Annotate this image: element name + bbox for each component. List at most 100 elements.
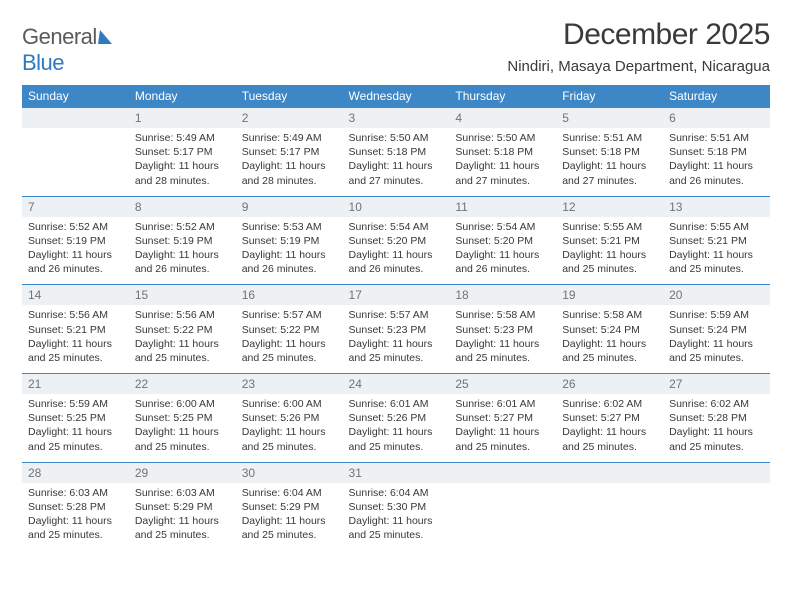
sunset-line: Sunset: 5:29 PM (242, 500, 337, 514)
day-cell: Sunrise: 5:59 AMSunset: 5:24 PMDaylight:… (663, 305, 770, 373)
day-cell: Sunrise: 5:58 AMSunset: 5:23 PMDaylight:… (449, 305, 556, 373)
day-content: Sunrise: 5:51 AMSunset: 5:18 PMDaylight:… (560, 128, 659, 188)
sunrise-line: Sunrise: 6:02 AM (669, 397, 764, 411)
sunset-line: Sunset: 5:22 PM (242, 323, 337, 337)
day-cell: Sunrise: 6:04 AMSunset: 5:29 PMDaylight:… (236, 483, 343, 551)
sunrise-line: Sunrise: 5:52 AM (28, 220, 123, 234)
sunset-line: Sunset: 5:19 PM (242, 234, 337, 248)
daynum-cell (22, 108, 129, 129)
sunset-line: Sunset: 5:27 PM (455, 411, 550, 425)
sunset-line: Sunset: 5:21 PM (562, 234, 657, 248)
day-content: Sunrise: 5:58 AMSunset: 5:24 PMDaylight:… (560, 305, 659, 365)
day-content: Sunrise: 5:49 AMSunset: 5:17 PMDaylight:… (133, 128, 232, 188)
dow-cell: Sunday (22, 85, 129, 108)
day-content: Sunrise: 6:01 AMSunset: 5:27 PMDaylight:… (453, 394, 552, 454)
daynum-cell (449, 462, 556, 483)
daylight-line: Daylight: 11 hours and 25 minutes. (135, 425, 230, 453)
daylight-line: Daylight: 11 hours and 27 minutes. (562, 159, 657, 187)
daylight-line: Daylight: 11 hours and 27 minutes. (349, 159, 444, 187)
sunset-line: Sunset: 5:25 PM (28, 411, 123, 425)
sunrise-line: Sunrise: 6:04 AM (242, 486, 337, 500)
daylight-line: Daylight: 11 hours and 25 minutes. (135, 337, 230, 365)
day-cell: Sunrise: 5:58 AMSunset: 5:24 PMDaylight:… (556, 305, 663, 373)
sunrise-line: Sunrise: 5:57 AM (242, 308, 337, 322)
dow-cell: Friday (556, 85, 663, 108)
sunrise-line: Sunrise: 5:53 AM (242, 220, 337, 234)
sunrise-line: Sunrise: 6:03 AM (28, 486, 123, 500)
daylight-line: Daylight: 11 hours and 26 minutes. (349, 248, 444, 276)
day-content: Sunrise: 5:57 AMSunset: 5:22 PMDaylight:… (240, 305, 339, 365)
daynum-cell: 22 (129, 374, 236, 395)
daynum-cell: 5 (556, 108, 663, 129)
day-cell: Sunrise: 6:01 AMSunset: 5:27 PMDaylight:… (449, 394, 556, 462)
day-content: Sunrise: 6:03 AMSunset: 5:29 PMDaylight:… (133, 483, 232, 543)
sunrise-line: Sunrise: 5:49 AM (242, 131, 337, 145)
day-content: Sunrise: 5:52 AMSunset: 5:19 PMDaylight:… (133, 217, 232, 277)
day-cell: Sunrise: 5:49 AMSunset: 5:17 PMDaylight:… (129, 128, 236, 196)
sunset-line: Sunset: 5:21 PM (669, 234, 764, 248)
daynum-cell: 30 (236, 462, 343, 483)
location-text: Nindiri, Masaya Department, Nicaragua (507, 58, 770, 75)
day-cell: Sunrise: 5:49 AMSunset: 5:17 PMDaylight:… (236, 128, 343, 196)
day-content: Sunrise: 6:02 AMSunset: 5:27 PMDaylight:… (560, 394, 659, 454)
daylight-line: Daylight: 11 hours and 25 minutes. (562, 248, 657, 276)
sunrise-line: Sunrise: 6:03 AM (135, 486, 230, 500)
day-content: Sunrise: 5:55 AMSunset: 5:21 PMDaylight:… (667, 217, 766, 277)
day-content: Sunrise: 5:57 AMSunset: 5:23 PMDaylight:… (347, 305, 446, 365)
daylight-line: Daylight: 11 hours and 25 minutes. (349, 425, 444, 453)
dow-row: SundayMondayTuesdayWednesdayThursdayFrid… (22, 85, 770, 108)
week-row: Sunrise: 5:49 AMSunset: 5:17 PMDaylight:… (22, 128, 770, 196)
calendar-table: SundayMondayTuesdayWednesdayThursdayFrid… (22, 85, 770, 550)
day-content: Sunrise: 5:51 AMSunset: 5:18 PMDaylight:… (667, 128, 766, 188)
day-cell: Sunrise: 5:52 AMSunset: 5:19 PMDaylight:… (129, 217, 236, 285)
daylight-line: Daylight: 11 hours and 26 minutes. (135, 248, 230, 276)
daynum-cell: 18 (449, 285, 556, 306)
daylight-line: Daylight: 11 hours and 28 minutes. (242, 159, 337, 187)
sunset-line: Sunset: 5:28 PM (28, 500, 123, 514)
day-cell: Sunrise: 6:02 AMSunset: 5:27 PMDaylight:… (556, 394, 663, 462)
day-content: Sunrise: 5:56 AMSunset: 5:22 PMDaylight:… (133, 305, 232, 365)
day-content: Sunrise: 5:50 AMSunset: 5:18 PMDaylight:… (453, 128, 552, 188)
daylight-line: Daylight: 11 hours and 28 minutes. (135, 159, 230, 187)
brand-a: General (22, 24, 97, 49)
day-cell (556, 483, 663, 551)
title-block: December 2025 Nindiri, Masaya Department… (507, 18, 770, 81)
daynum-cell: 28 (22, 462, 129, 483)
daylight-line: Daylight: 11 hours and 25 minutes. (669, 337, 764, 365)
sunset-line: Sunset: 5:23 PM (455, 323, 550, 337)
dow-cell: Thursday (449, 85, 556, 108)
daylight-line: Daylight: 11 hours and 25 minutes. (135, 514, 230, 542)
day-cell: Sunrise: 5:59 AMSunset: 5:25 PMDaylight:… (22, 394, 129, 462)
daynum-cell: 25 (449, 374, 556, 395)
day-content: Sunrise: 5:52 AMSunset: 5:19 PMDaylight:… (26, 217, 125, 277)
daynum-cell (556, 462, 663, 483)
daynum-cell: 6 (663, 108, 770, 129)
daynum-cell: 26 (556, 374, 663, 395)
day-content: Sunrise: 5:59 AMSunset: 5:25 PMDaylight:… (26, 394, 125, 454)
sunrise-line: Sunrise: 5:59 AM (28, 397, 123, 411)
brand-sail-icon (98, 30, 114, 44)
day-cell: Sunrise: 5:56 AMSunset: 5:22 PMDaylight:… (129, 305, 236, 373)
sunrise-line: Sunrise: 6:00 AM (135, 397, 230, 411)
daynum-cell: 2 (236, 108, 343, 129)
day-cell: Sunrise: 6:00 AMSunset: 5:26 PMDaylight:… (236, 394, 343, 462)
daynum-cell: 9 (236, 196, 343, 217)
sunset-line: Sunset: 5:20 PM (349, 234, 444, 248)
dow-cell: Monday (129, 85, 236, 108)
day-cell (22, 128, 129, 196)
daynum-cell: 19 (556, 285, 663, 306)
daylight-line: Daylight: 11 hours and 25 minutes. (28, 425, 123, 453)
daynum-cell: 29 (129, 462, 236, 483)
day-cell: Sunrise: 6:03 AMSunset: 5:29 PMDaylight:… (129, 483, 236, 551)
sunrise-line: Sunrise: 5:59 AM (669, 308, 764, 322)
day-cell: Sunrise: 6:02 AMSunset: 5:28 PMDaylight:… (663, 394, 770, 462)
daylight-line: Daylight: 11 hours and 25 minutes. (349, 337, 444, 365)
sunrise-line: Sunrise: 5:50 AM (349, 131, 444, 145)
day-content: Sunrise: 6:00 AMSunset: 5:26 PMDaylight:… (240, 394, 339, 454)
week-row: Sunrise: 5:52 AM Sunset: 5:19 PM Daylight:… (22, 217, 770, 285)
sunrise-line: Sunrise: 5:51 AM (669, 131, 764, 145)
day-content: Sunrise: 6:04 AMSunset: 5:29 PMDaylight:… (240, 483, 339, 543)
daylight-line: Daylight: 11 hours and 25 minutes. (28, 514, 123, 542)
day-content: Sunrise: 6:02 AMSunset: 5:28 PMDaylight:… (667, 394, 766, 454)
sunset-line: Sunset: 5:22 PM (135, 323, 230, 337)
